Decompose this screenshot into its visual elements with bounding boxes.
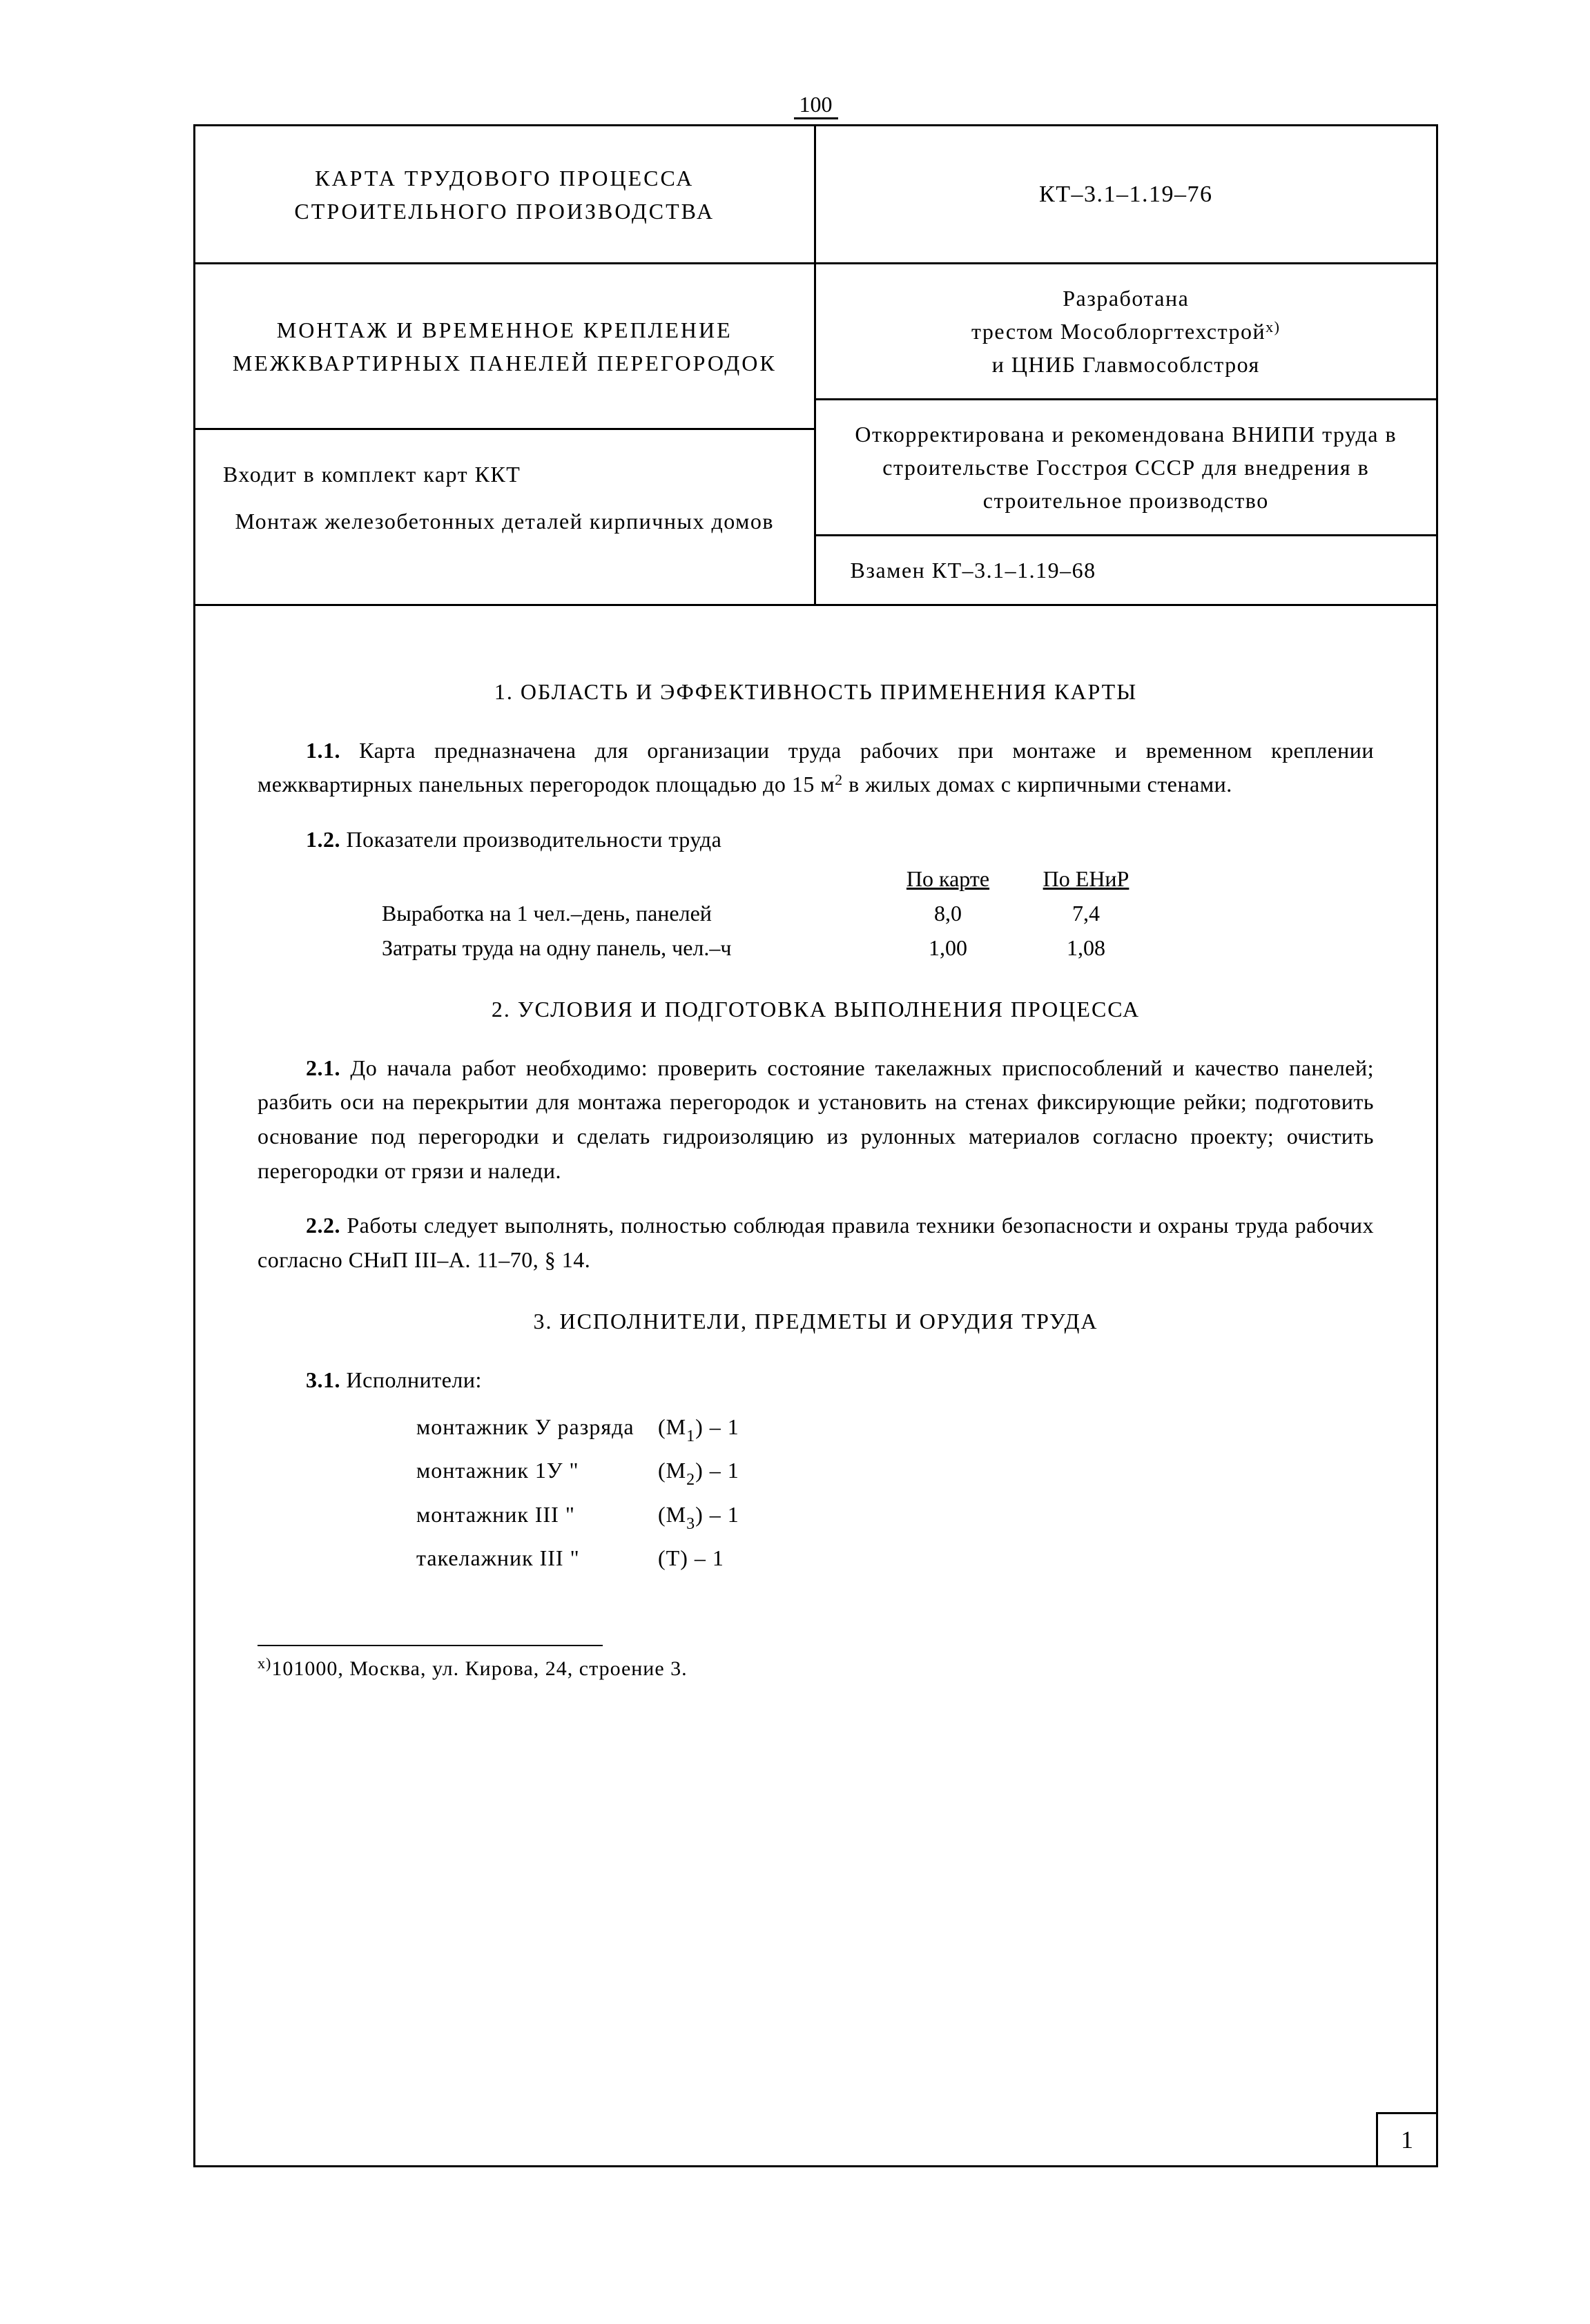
developed-line1: Разработана — [844, 282, 1409, 315]
header-right-row1: КТ–3.1–1.19–76 — [816, 126, 1437, 264]
developed-line2: трестом Мособлоргтехстройх) — [844, 315, 1409, 348]
header-left-row3: Входит в комплект карт ККТ Монтаж железо… — [195, 430, 814, 604]
prod-r1-v2: 7,4 — [1017, 897, 1155, 931]
prod-r2-label: Затраты труда на одну панель, чел.–ч — [382, 931, 879, 966]
executors-list: монтажник У разряда (М1) – 1 монтажник 1… — [416, 1410, 1374, 1576]
footnote-marker: х) — [258, 1654, 271, 1672]
footnote: х)101000, Москва, ул. Кирова, 24, строен… — [258, 1653, 1374, 1686]
footnote-marker-icon: х) — [1266, 318, 1280, 335]
exec-row: монтажник 1У " (М2) – 1 — [416, 1454, 1374, 1488]
section3-title: 3. ИСПОЛНИТЕЛИ, ПРЕДМЕТЫ И ОРУДИЯ ТРУДА — [258, 1305, 1374, 1339]
exec-r2-role: монтажник 1У " — [416, 1454, 658, 1488]
p11-num: 1.1. — [306, 738, 340, 763]
header-right-row4: Взамен КТ–3.1–1.19–68 — [816, 536, 1437, 604]
exec-r3-role: монтажник III " — [416, 1498, 658, 1532]
sq-meter-sup: 2 — [835, 771, 843, 788]
section2-p2: 2.2. Работы следует выполнять, полностью… — [258, 1209, 1374, 1277]
prod-r2-v1: 1,00 — [879, 931, 1017, 966]
p31-num: 3.1. — [306, 1367, 340, 1392]
header-left-row3-line2: Монтаж железобетонных деталей кирпичных … — [223, 505, 786, 538]
exec-r2-sym: (М2) – 1 — [658, 1454, 741, 1488]
p21-num: 2.1. — [306, 1055, 340, 1080]
exec-r3-sym: (М3) – 1 — [658, 1498, 741, 1532]
header-table: КАРТА ТРУДОВОГО ПРОЦЕССА СТРОИТЕЛЬНОГО П… — [195, 126, 1436, 604]
header-left-row3-line1: Входит в комплект карт ККТ — [223, 458, 786, 491]
header-left-row2: МОНТАЖ И ВРЕМЕННОЕ КРЕПЛЕНИЕ МЕЖКВАРТИРН… — [195, 264, 814, 430]
section3-p1: 3.1. Исполнители: — [258, 1363, 1374, 1398]
prod-head-1: По карте — [879, 862, 1017, 897]
footnote-text: 101000, Москва, ул. Кирова, 24, строение… — [271, 1657, 687, 1680]
prod-head-2: По ЕНиР — [1017, 862, 1155, 897]
section2-title: 2. УСЛОВИЯ И ПОДГОТОВКА ВЫПОЛНЕНИЯ ПРОЦЕ… — [258, 993, 1374, 1027]
exec-r1-sym: (М1) – 1 — [658, 1410, 741, 1445]
exec-r4-sym: (Т) – 1 — [658, 1541, 741, 1576]
header-left-col: КАРТА ТРУДОВОГО ПРОЦЕССА СТРОИТЕЛЬНОГО П… — [195, 126, 816, 604]
exec-r1-role: монтажник У разряда — [416, 1410, 658, 1445]
p12-num: 1.2. — [306, 827, 340, 852]
p11-text-b: в жилых домах с кирпичными стенами. — [843, 772, 1232, 797]
header-left-row1: КАРТА ТРУДОВОГО ПРОЦЕССА СТРОИТЕЛЬНОГО П… — [195, 126, 814, 264]
p22-text: Работы следует выполнять, полностью собл… — [258, 1213, 1374, 1272]
productivity-table: По карте По ЕНиР Выработка на 1 чел.–ден… — [382, 862, 1374, 965]
developed-line3: и ЦНИБ Главмособлстроя — [844, 348, 1409, 381]
p22-num: 2.2. — [306, 1213, 340, 1238]
p21-text: До начала работ необходимо: проверить со… — [258, 1055, 1374, 1183]
prod-r2-v2: 1,08 — [1017, 931, 1155, 966]
section2-p1: 2.1. До начала работ необходимо: провери… — [258, 1051, 1374, 1188]
p31-text: Исполнители: — [340, 1367, 482, 1392]
exec-r4-role: такелажник III " — [416, 1541, 658, 1576]
exec-row: монтажник III " (М3) – 1 — [416, 1498, 1374, 1532]
exec-row: такелажник III " (Т) – 1 — [416, 1541, 1374, 1576]
section1-p1: 1.1. Карта предназначена для организации… — [258, 734, 1374, 802]
header-right-col: КТ–3.1–1.19–76 Разработана трестом Мособ… — [816, 126, 1437, 604]
footnote-rule — [258, 1645, 603, 1646]
top-page-number: 100 — [794, 92, 838, 119]
header-right-row3: Откорректирована и рекомендована ВНИПИ т… — [816, 400, 1437, 536]
exec-row: монтажник У разряда (М1) – 1 — [416, 1410, 1374, 1445]
page-frame: 100 КАРТА ТРУДОВОГО ПРОЦЕССА СТРОИТЕЛЬНО… — [193, 124, 1438, 2167]
p12-text: Показатели производительности труда — [340, 827, 721, 852]
prod-r1-v1: 8,0 — [879, 897, 1017, 931]
header-right-row2: Разработана трестом Мособлоргтехстройх) … — [816, 264, 1437, 400]
section1-p2: 1.2. Показатели производительности труда — [258, 823, 1374, 857]
developed-org: трестом Мособлоргтехстрой — [971, 319, 1266, 344]
section1-title: 1. ОБЛАСТЬ И ЭФФЕКТИВНОСТЬ ПРИМЕНЕНИЯ КА… — [258, 675, 1374, 710]
prod-r1-label: Выработка на 1 чел.–день, панелей — [382, 897, 879, 931]
body-content: 1. ОБЛАСТЬ И ЭФФЕКТИВНОСТЬ ПРИМЕНЕНИЯ КА… — [195, 606, 1436, 1712]
page-number: 1 — [1376, 2112, 1438, 2167]
